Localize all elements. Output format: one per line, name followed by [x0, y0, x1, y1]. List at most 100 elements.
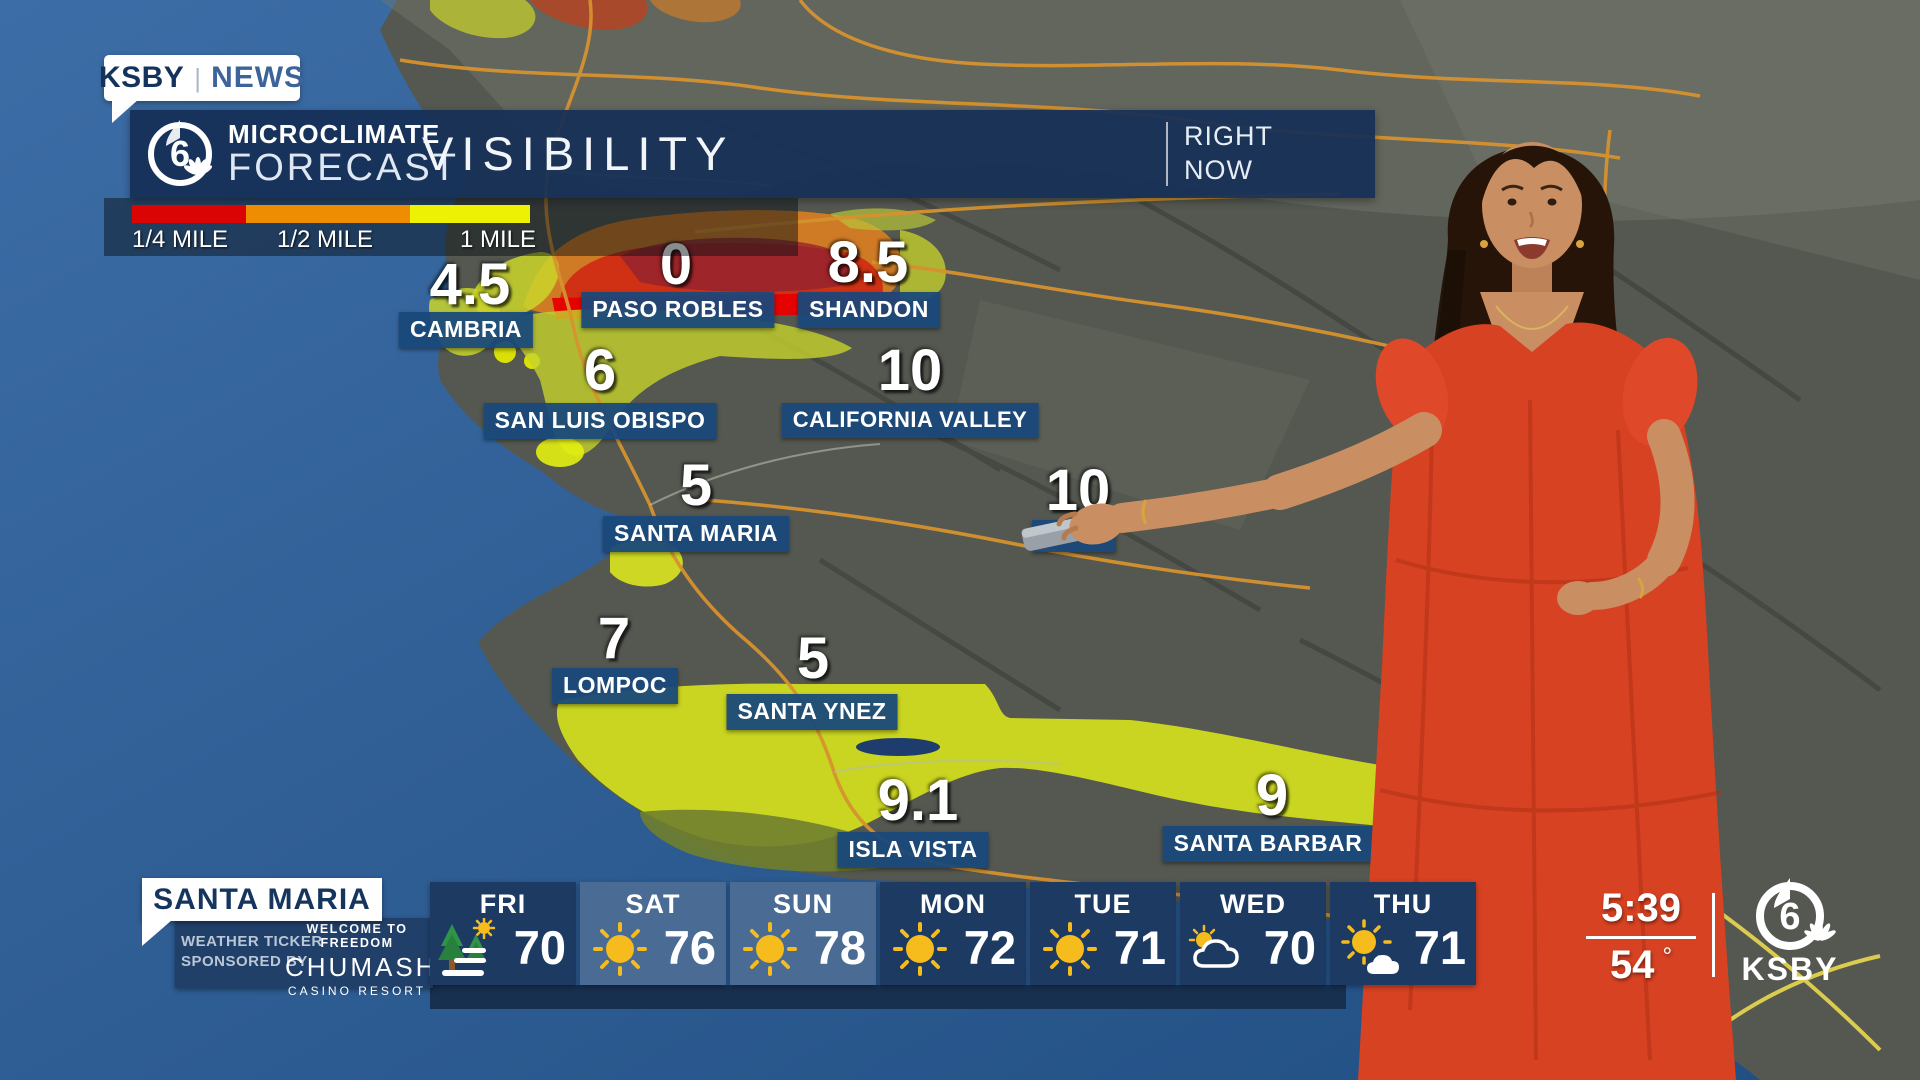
- city-marker-isla-vista: 9.1 ISLA VISTA: [837, 772, 999, 868]
- visibility-value: 5: [796, 626, 830, 691]
- visibility-value: 5: [679, 453, 713, 518]
- city-label: SANTA YNEZ: [726, 694, 898, 730]
- sun-icon: [893, 922, 947, 976]
- forecast-tile-sun: SUN 78: [730, 882, 876, 985]
- nbc-peacock-icon: [183, 157, 213, 175]
- earring: [1480, 240, 1488, 248]
- city-marker-santa-barbara: 9 SANTA BARBAR: [1162, 767, 1374, 862]
- day-label: MON: [920, 889, 986, 919]
- arm: [1262, 412, 1442, 510]
- drop-6-logo-icon: 6: [148, 120, 213, 186]
- legend-label: 1/4 MILE: [132, 226, 229, 253]
- legend-label: 1/2 MILE: [277, 226, 374, 253]
- microclimate-logo: 6 MICROCLIMATE FORECAST: [142, 116, 459, 192]
- station-call-letters: KSBY: [1742, 951, 1839, 987]
- degree-symbol: °: [1662, 943, 1673, 970]
- earring: [1576, 240, 1584, 248]
- city-marker-california-valley: 10 CALIFORNIA VALLEY: [781, 342, 1039, 438]
- city-label: SHANDON: [798, 292, 940, 328]
- city-label: SANTA MARIA: [603, 516, 789, 552]
- partly-cloudy-icon: [1341, 919, 1399, 974]
- logo-digit: 6: [1779, 896, 1800, 938]
- city-label: ISLA VISTA: [837, 832, 989, 868]
- visibility-value: 10: [877, 338, 943, 403]
- vertical-divider: [1712, 893, 1715, 977]
- forecast-tile-fri: FRI 70: [430, 882, 576, 985]
- high-temp: 71: [1113, 921, 1166, 974]
- city-label: LOMPOC: [552, 668, 678, 704]
- legend-seg-one-mile: [410, 205, 530, 223]
- visibility-value: 8.5: [827, 230, 909, 295]
- visibility-value: 7: [597, 606, 631, 671]
- current-temp: 54: [1609, 943, 1655, 987]
- city-marker-paso-robles: 0 PASO ROBLES: [581, 236, 775, 328]
- visibility-value: 9.1: [877, 768, 959, 833]
- sun-icon: [593, 922, 647, 976]
- sponsor-subtitle: CASINO RESORT: [287, 984, 427, 998]
- city-marker-cambria: 4.5 CAMBRIA: [398, 256, 551, 348]
- city-label: CALIFORNIA VALLEY: [781, 403, 1039, 438]
- visibility-legend-bar: [132, 205, 530, 223]
- legend-labels: 1/4 MILE 1/2 MILE 1 MILE: [0, 226, 1920, 253]
- city-label: SAN LUIS OBISPO: [483, 403, 717, 439]
- bracelet: [1141, 499, 1148, 525]
- high-temp: 76: [663, 921, 716, 974]
- hand: [1069, 503, 1125, 545]
- visibility-value: 0: [659, 232, 693, 297]
- visibility-value: 6: [583, 338, 617, 403]
- high-temp: 78: [813, 921, 866, 974]
- day-label: WED: [1220, 889, 1286, 919]
- high-temp: 71: [1413, 921, 1466, 974]
- high-temp: 70: [513, 921, 566, 974]
- legend-seg-half-mile: [246, 205, 410, 223]
- sponsor-name: CHUMASH: [285, 952, 438, 982]
- ticker-location-ribbon: SANTA MARIA: [142, 878, 382, 921]
- visibility-value: 4.5: [429, 252, 511, 317]
- day-label: FRI: [479, 889, 527, 919]
- logo-line1: MICROCLIMATE: [228, 119, 441, 150]
- right-now-label: RIGHT NOW: [1184, 121, 1273, 185]
- day-label: TUE: [1074, 889, 1132, 919]
- sun-icon: [1043, 922, 1097, 976]
- ksby-station-logo: 6 KSBY: [1742, 878, 1839, 987]
- city-marker-lompoc: 7 LOMPOC: [552, 610, 678, 704]
- city-label: CAMBRIA: [398, 312, 534, 348]
- sleeve-ruffle: [1622, 337, 1698, 447]
- sponsor-panel: WEATHER TICKER SPONSORED BY WELCOME TO F…: [175, 918, 438, 998]
- logo-line2: FORECAST: [228, 146, 459, 189]
- sponsor-tagline: WELCOME TO FREEDOM: [306, 922, 408, 950]
- hand: [1557, 581, 1599, 615]
- legend-seg-quarter-mile: [132, 205, 246, 223]
- ribbon-tail: [142, 920, 172, 946]
- face: [1482, 142, 1582, 268]
- segment-title: VISIBILITY: [422, 127, 735, 180]
- high-temp: 72: [963, 921, 1016, 974]
- hair-fringe: [1481, 145, 1585, 202]
- ticker-location: SANTA MARIA: [153, 882, 371, 916]
- day-label: SAT: [625, 889, 681, 919]
- city-marker-santa-maria: 5 SANTA MARIA: [603, 457, 789, 552]
- forecast-tile-thu: THU 71: [1330, 882, 1476, 985]
- forecast-tile-tue: TUE 71: [1030, 882, 1176, 985]
- station-name: KSBY: [98, 61, 185, 94]
- current-time: 5:39: [1600, 886, 1682, 930]
- nbc-peacock-icon: [1804, 921, 1836, 941]
- header-divider: [1166, 122, 1168, 186]
- divider: |: [194, 62, 202, 93]
- forecast-tile-mon: MON 72: [880, 882, 1026, 985]
- city-marker-shandon: 8.5 SHANDON: [798, 234, 949, 328]
- visibility-value: 9: [1255, 763, 1289, 828]
- forecast-tile-wed: WED 70: [1180, 882, 1326, 985]
- news-label: NEWS: [211, 61, 306, 94]
- day-label: THU: [1373, 889, 1433, 919]
- city-marker-san-luis-obispo: 6 SAN LUIS OBISPO: [483, 342, 717, 439]
- high-temp: 70: [1263, 921, 1316, 974]
- sponsor-label: SPONSORED BY: [181, 953, 308, 971]
- necklace: [1495, 305, 1569, 330]
- forecast-header-bar: 6 MICROCLIMATE FORECAST VISIBILITY RIGHT…: [130, 110, 1375, 198]
- bracelet: [1636, 577, 1645, 599]
- city-marker-santa-ynez: 5 SANTA YNEZ: [726, 630, 898, 730]
- ticker-shadow-strip: [430, 985, 1346, 1009]
